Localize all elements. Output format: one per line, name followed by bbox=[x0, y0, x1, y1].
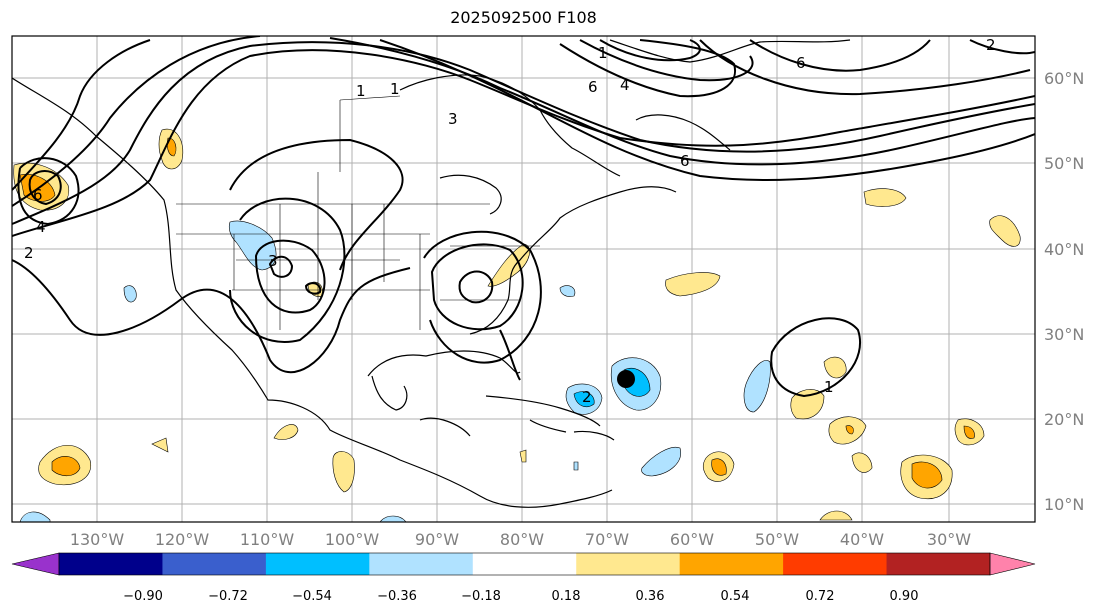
colorbar-tick-label: −0.54 bbox=[292, 589, 332, 604]
anomaly-patch bbox=[641, 446, 681, 477]
coastlines bbox=[12, 39, 851, 508]
colorbar-segment bbox=[576, 553, 681, 575]
anomaly-patch bbox=[743, 360, 771, 413]
anomaly-patch bbox=[823, 356, 847, 379]
anomaly-patch bbox=[911, 461, 943, 489]
lon-label: 60°W bbox=[670, 530, 714, 549]
map-title: 2025092500 F108 bbox=[450, 8, 597, 27]
colorbar-segment bbox=[783, 553, 888, 575]
anomaly-patch bbox=[665, 272, 721, 297]
colorbar-segment bbox=[59, 553, 163, 575]
anomaly-patch bbox=[863, 188, 907, 207]
contour-label: 2 bbox=[986, 36, 996, 54]
colorbar-segment bbox=[886, 553, 991, 575]
contour-label: 2 bbox=[24, 244, 34, 262]
anomaly-patch bbox=[573, 391, 595, 407]
colorbar bbox=[11, 552, 1036, 576]
lon-label: 50°W bbox=[755, 530, 799, 549]
colorbar-segment bbox=[369, 553, 474, 575]
anomaly-patch bbox=[819, 510, 853, 521]
colorbar-segment bbox=[679, 553, 784, 575]
colorbar-tick-label: 0.54 bbox=[721, 589, 750, 604]
anomaly-patch bbox=[51, 456, 81, 477]
contour-label: 6 bbox=[796, 54, 806, 72]
contour-label: 6 bbox=[33, 186, 43, 204]
contour-label: 6 bbox=[680, 152, 690, 170]
lat-label: 10°N bbox=[1044, 495, 1084, 514]
anomaly-patch bbox=[228, 220, 277, 271]
anomaly-patch bbox=[790, 389, 825, 420]
latitude-labels: 60°N 50°N 40°N 30°N 20°N 10°N bbox=[1044, 69, 1084, 514]
anomaly-patch bbox=[273, 424, 299, 440]
map-frame bbox=[11, 35, 1036, 523]
lon-label: 70°W bbox=[585, 530, 629, 549]
lat-label: 40°N bbox=[1044, 240, 1084, 259]
contour-label: 1 bbox=[356, 82, 366, 100]
contour-labels: 6 4 2 1 1 1 2 3 4 6 6 6 1 3 2 bbox=[24, 36, 996, 406]
contour-label: 1 bbox=[824, 378, 834, 396]
lat-label: 30°N bbox=[1044, 325, 1084, 344]
contour-label: 3 bbox=[268, 252, 278, 270]
contour-label: 2 bbox=[582, 388, 592, 406]
anomaly-patch bbox=[19, 511, 51, 522]
lon-label: 90°W bbox=[415, 530, 459, 549]
lon-label: 80°W bbox=[500, 530, 544, 549]
contour-label: 3 bbox=[448, 110, 458, 128]
anomaly-patch bbox=[487, 243, 530, 287]
colorbar-tick-label: 0.36 bbox=[636, 589, 665, 604]
colorbar-extend-max bbox=[989, 552, 1036, 576]
anomaly-patch bbox=[123, 285, 137, 303]
contour-label: 1 bbox=[390, 80, 400, 98]
contour-label: 4 bbox=[620, 76, 630, 94]
contour-lines bbox=[12, 36, 1035, 398]
colorbar-segment bbox=[265, 553, 370, 575]
anomaly-patch bbox=[851, 452, 873, 473]
colorbar-segment bbox=[162, 553, 267, 575]
lat-label: 20°N bbox=[1044, 410, 1084, 429]
lat-label: 60°N bbox=[1044, 69, 1084, 88]
lon-label: 110°W bbox=[240, 530, 295, 549]
colorbar-tick-label: 0.18 bbox=[552, 589, 581, 604]
colorbar-frame bbox=[58, 552, 991, 576]
colorbar-tick-label: 0.90 bbox=[890, 589, 919, 604]
anomaly-patch bbox=[519, 449, 527, 463]
storm-center-marker bbox=[617, 370, 635, 388]
anomaly-patch bbox=[559, 285, 576, 297]
anomaly-patch bbox=[989, 215, 1021, 247]
anomaly-patch bbox=[711, 458, 727, 476]
colorbar-segment bbox=[472, 553, 577, 575]
colorbar-tick-label: −0.90 bbox=[123, 589, 163, 604]
lon-label: 100°W bbox=[325, 530, 380, 549]
anomaly-patch bbox=[963, 425, 975, 439]
contour-label: 4 bbox=[36, 218, 46, 236]
colorbar-tick-label: −0.36 bbox=[377, 589, 417, 604]
contour-label: 1 bbox=[598, 44, 608, 62]
lon-label: 130°W bbox=[70, 530, 125, 549]
colorbar-tick-label: −0.18 bbox=[461, 589, 501, 604]
lat-label: 50°N bbox=[1044, 154, 1084, 173]
contour-label: 6 bbox=[588, 78, 598, 96]
lon-label: 120°W bbox=[155, 530, 210, 549]
colorbar-extend-min bbox=[11, 552, 60, 576]
anomaly-patch bbox=[845, 425, 854, 435]
lon-label: 40°W bbox=[840, 530, 884, 549]
colorbar-tick-label: −0.72 bbox=[208, 589, 248, 604]
longitude-labels: 130°W 120°W 110°W 100°W 90°W 80°W 70°W 6… bbox=[70, 530, 971, 549]
colorbar-tick-label: 0.72 bbox=[806, 589, 835, 604]
anomaly-patch bbox=[332, 451, 355, 493]
colorbar-ticks: −0.90 −0.72 −0.54 −0.36 −0.18 0.18 0.36 … bbox=[123, 589, 918, 604]
anomaly-patch bbox=[151, 437, 169, 453]
lon-label: 30°W bbox=[927, 530, 971, 549]
state-borders bbox=[176, 95, 540, 330]
anomaly-patch bbox=[573, 461, 579, 471]
